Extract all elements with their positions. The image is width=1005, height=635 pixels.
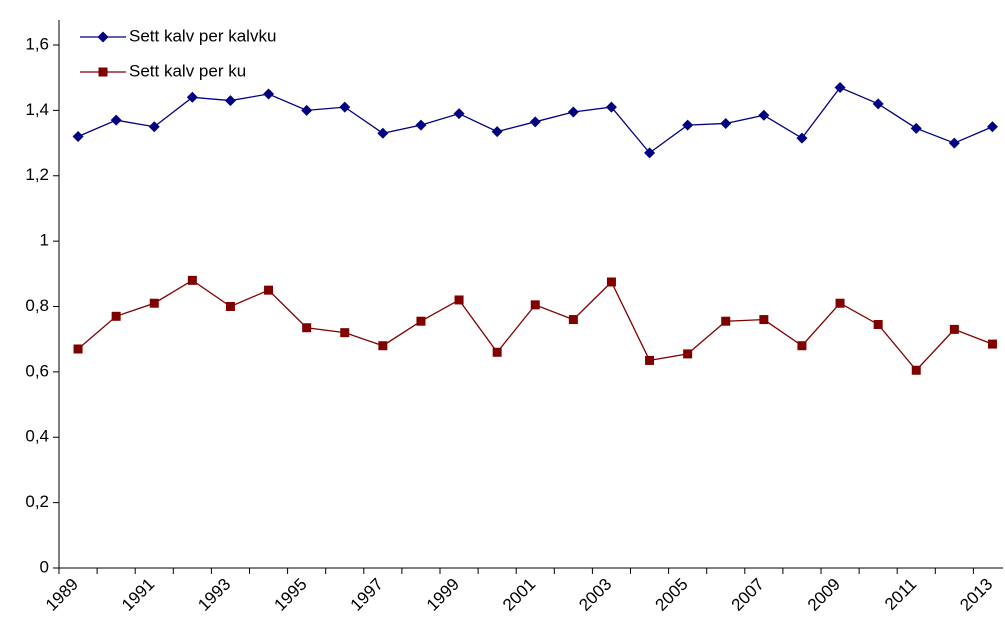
y-tick-label: 0,8 [25, 296, 49, 315]
data-point [340, 328, 350, 338]
data-point [835, 298, 845, 308]
data-point [301, 104, 313, 116]
legend-label: Sett kalv per kalvku [129, 26, 276, 45]
x-tick-label: 1991 [118, 575, 158, 615]
data-point [644, 147, 656, 159]
data-point [454, 295, 464, 305]
data-point [72, 131, 84, 143]
data-point [186, 91, 198, 103]
data-point [378, 341, 388, 351]
data-point [416, 316, 426, 326]
x-tick-label: 2001 [499, 575, 539, 615]
data-point [263, 88, 275, 100]
data-point [645, 355, 655, 365]
y-tick-label: 0,4 [25, 427, 49, 446]
data-point [683, 349, 693, 359]
data-point [149, 298, 159, 308]
data-point [758, 109, 770, 121]
data-point [264, 285, 274, 295]
data-point [987, 339, 997, 349]
data-point [797, 341, 807, 351]
x-tick-label: 1999 [423, 575, 463, 615]
y-tick-label: 0,2 [25, 492, 49, 511]
data-point [492, 347, 502, 357]
y-tick-label: 1 [40, 231, 49, 250]
y-tick-label: 0,6 [25, 361, 49, 380]
legend-marker [97, 31, 109, 43]
data-point [111, 311, 121, 321]
data-point [872, 98, 884, 110]
y-tick-label: 1,4 [25, 100, 49, 119]
x-tick-label: 1997 [347, 575, 387, 615]
data-point [148, 121, 160, 133]
data-point [986, 121, 998, 133]
data-point [530, 300, 540, 310]
x-tick-label: 2007 [728, 575, 768, 615]
data-point [567, 106, 579, 118]
data-point [568, 315, 578, 325]
data-point [834, 81, 846, 93]
x-tick-label: 2003 [575, 575, 615, 615]
data-point [606, 277, 616, 287]
data-point [911, 365, 921, 375]
data-point [224, 95, 236, 107]
data-point [873, 319, 883, 329]
data-point [225, 302, 235, 311]
x-tick-label: 2011 [881, 575, 920, 614]
data-point [682, 119, 694, 131]
y-tick-label: 1,2 [25, 165, 49, 184]
x-tick-label: 2005 [651, 575, 691, 615]
y-tick-label: 1,6 [25, 34, 49, 53]
y-tick-label: 0 [40, 557, 49, 576]
x-tick-label: 1989 [42, 575, 82, 615]
data-point [415, 119, 427, 131]
data-point [605, 101, 617, 113]
legend-label: Sett kalv per ku [129, 61, 246, 80]
data-point [491, 126, 503, 138]
data-point [910, 122, 922, 134]
legend-marker [98, 67, 108, 77]
x-tick-label: 1995 [270, 575, 310, 615]
x-tick-label: 2013 [956, 575, 996, 615]
data-point [187, 275, 197, 285]
data-point [759, 315, 769, 325]
data-point [721, 316, 731, 326]
data-point [796, 132, 808, 144]
x-tick-label: 1993 [194, 575, 234, 615]
x-tick-label: 2009 [804, 575, 844, 615]
data-point [73, 344, 83, 354]
data-point [453, 108, 465, 120]
data-point [110, 114, 122, 126]
data-point [339, 101, 351, 113]
data-point [529, 116, 541, 128]
data-point [720, 117, 732, 129]
data-point [302, 323, 312, 333]
data-point [948, 137, 960, 149]
data-point [377, 127, 389, 139]
data-point [949, 324, 959, 334]
series-line [77, 279, 993, 372]
